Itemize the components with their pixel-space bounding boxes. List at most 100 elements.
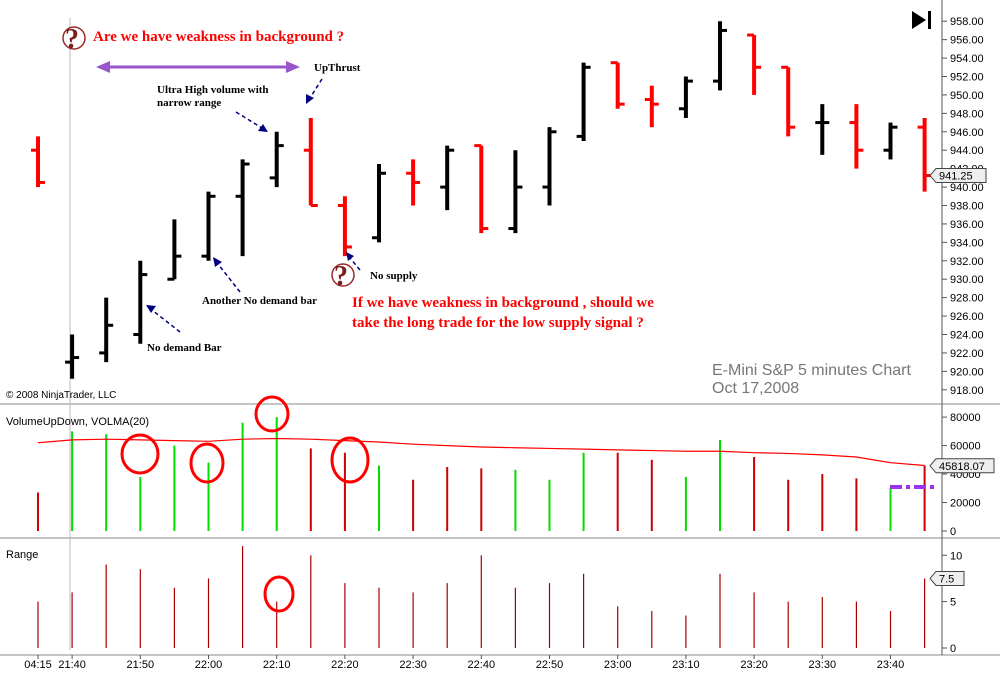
- ohlc-bar: [406, 159, 421, 206]
- volume-tick-label: 80000: [950, 412, 981, 424]
- ohlc-bar: [474, 144, 489, 234]
- axis-ticks: 918.00 920.00 922.00 924.00 926.00 928.00 930.…: [942, 16, 984, 655]
- x-tick-label: 22:40: [468, 659, 496, 671]
- annotation-ultra-line2: narrow range: [157, 97, 221, 109]
- ohlc-bar: [542, 127, 557, 206]
- svg-text:7.5: 7.5: [939, 573, 954, 585]
- ohlc-bar: [235, 159, 250, 257]
- double-arrow-icon: [96, 61, 300, 73]
- price-tick-label: 922.00: [950, 348, 984, 360]
- price-tick-label: 940.00: [950, 182, 984, 194]
- skip-to-end-icon[interactable]: [912, 11, 931, 29]
- ohlc-bar: [644, 85, 659, 128]
- volume-tick-label: 0: [950, 526, 956, 538]
- ohlc-bar: [99, 297, 114, 363]
- range-panel-label: Range: [6, 549, 38, 561]
- x-tick-label: 22:30: [399, 659, 427, 671]
- price-tick-label: 958.00: [950, 16, 984, 28]
- highlight-circle-1: [120, 433, 160, 475]
- highlight-circle-4: [330, 436, 370, 484]
- x-tick-label: 23:00: [604, 659, 632, 671]
- question-mark-icon: ?: [62, 24, 86, 55]
- price-tick-label: 956.00: [950, 35, 984, 47]
- price-tick-label: 946.00: [950, 127, 984, 139]
- highlight-circle-3: [254, 395, 290, 433]
- ohlc-bar: [849, 104, 864, 169]
- ohlc-bar: [303, 117, 318, 207]
- svg-text:?: ?: [65, 24, 79, 55]
- volume-tick-label: 60000: [950, 441, 981, 453]
- watermark-title: E-Mini S&P 5 minutes Chart: [712, 362, 911, 379]
- price-last-badge: 941.25: [929, 168, 987, 184]
- price-tick-label: 918.00: [950, 385, 984, 397]
- highlight-circles: [120, 395, 370, 613]
- ohlc-bar: [372, 164, 386, 243]
- price-tick-label: 934.00: [950, 237, 984, 249]
- annotation-no-supply: No supply: [370, 270, 418, 282]
- x-axis: 04:15 21:40 21:50 22:00 22:10 22:20 22:30 22:40…: [24, 655, 904, 671]
- ohlc-bar: [133, 260, 148, 344]
- volume-panel-label: VolumeUpDown, VOLMA(20): [6, 416, 149, 428]
- annotation-question-long-line1: If we have weakness in background , shou…: [352, 295, 654, 311]
- ohlc-bar: [747, 33, 762, 95]
- x-tick-label: 22:50: [536, 659, 564, 671]
- annotation-ultra-line1: Ultra High volume with: [157, 84, 269, 96]
- x-tick-label: 22:00: [195, 659, 223, 671]
- copyright-text: © 2008 NinjaTrader, LLC: [6, 390, 116, 401]
- ohlc-bar: [65, 334, 80, 379]
- price-tick-label: 936.00: [950, 219, 984, 231]
- nd-arrow-icon: [146, 305, 181, 333]
- price-tick-label: 952.00: [950, 72, 984, 84]
- ohlc-bar: [883, 122, 898, 160]
- ohlc-bar: [713, 21, 727, 91]
- ohlc-bar: [31, 136, 45, 188]
- range-tick-label: 0: [950, 643, 956, 655]
- x-tick-label: 23:40: [877, 659, 905, 671]
- ohlc-bar: [269, 131, 284, 188]
- price-tick-label: 920.00: [950, 366, 984, 378]
- price-tick-label: 932.00: [950, 256, 984, 268]
- ohlc-bar: [167, 219, 182, 281]
- ohlc-bar: [610, 61, 625, 109]
- annotation-question-background: Are we have weakness in background ?: [93, 29, 344, 45]
- x-tick-label: 23:10: [672, 659, 700, 671]
- ohlc-bar: [337, 196, 352, 257]
- range-tick-label: 10: [950, 550, 962, 562]
- x-tick-label: 21:40: [58, 659, 86, 671]
- highlight-circle-5: [263, 575, 295, 613]
- price-tick-label: 944.00: [950, 145, 984, 157]
- volume-panel: [37, 417, 926, 531]
- price-tick-label: 954.00: [950, 53, 984, 65]
- price-tick-label: 926.00: [950, 311, 984, 323]
- ohlc-bar: [781, 65, 796, 137]
- another-nd-arrow-icon: [213, 257, 241, 293]
- ohlc-bar: [678, 76, 693, 118]
- volume-last-badge: 45818.07: [929, 458, 995, 474]
- x-tick-label: 23:30: [809, 659, 837, 671]
- upthrust-arrow-icon: [306, 78, 323, 104]
- x-tick-label: 21:50: [127, 659, 155, 671]
- range-panel: [37, 546, 926, 648]
- annotation-question-long-line2: take the long trade for the low supply s…: [352, 315, 644, 331]
- question-mark-icon-2: ?: [331, 261, 355, 292]
- price-tick-label: 928.00: [950, 293, 984, 305]
- price-tick-label: 924.00: [950, 330, 984, 342]
- price-tick-label: 930.00: [950, 274, 984, 286]
- x-tick-label: 23:20: [740, 659, 768, 671]
- range-last-badge: 7.5: [929, 570, 965, 586]
- x-tick-label: 22:10: [263, 659, 291, 671]
- ohlc-bar: [576, 62, 591, 141]
- x-tick-label: 04:15: [24, 659, 52, 671]
- ohlc-bar: [815, 104, 830, 155]
- ultra-arrow-icon: [235, 111, 268, 132]
- highlight-circle-2: [189, 442, 225, 484]
- svg-text:?: ?: [334, 261, 348, 292]
- annotation-another-no-demand: Another No demand bar: [202, 295, 317, 307]
- svg-text:45818.07: 45818.07: [939, 461, 985, 473]
- annotation-upthrust: UpThrust: [314, 62, 361, 74]
- annotation-no-demand-bar: No demand Bar: [147, 342, 222, 354]
- volume-tick-label: 20000: [950, 498, 981, 510]
- watermark-date: Oct 17,2008: [712, 380, 799, 397]
- no-supply-arrow-icon: [346, 252, 361, 271]
